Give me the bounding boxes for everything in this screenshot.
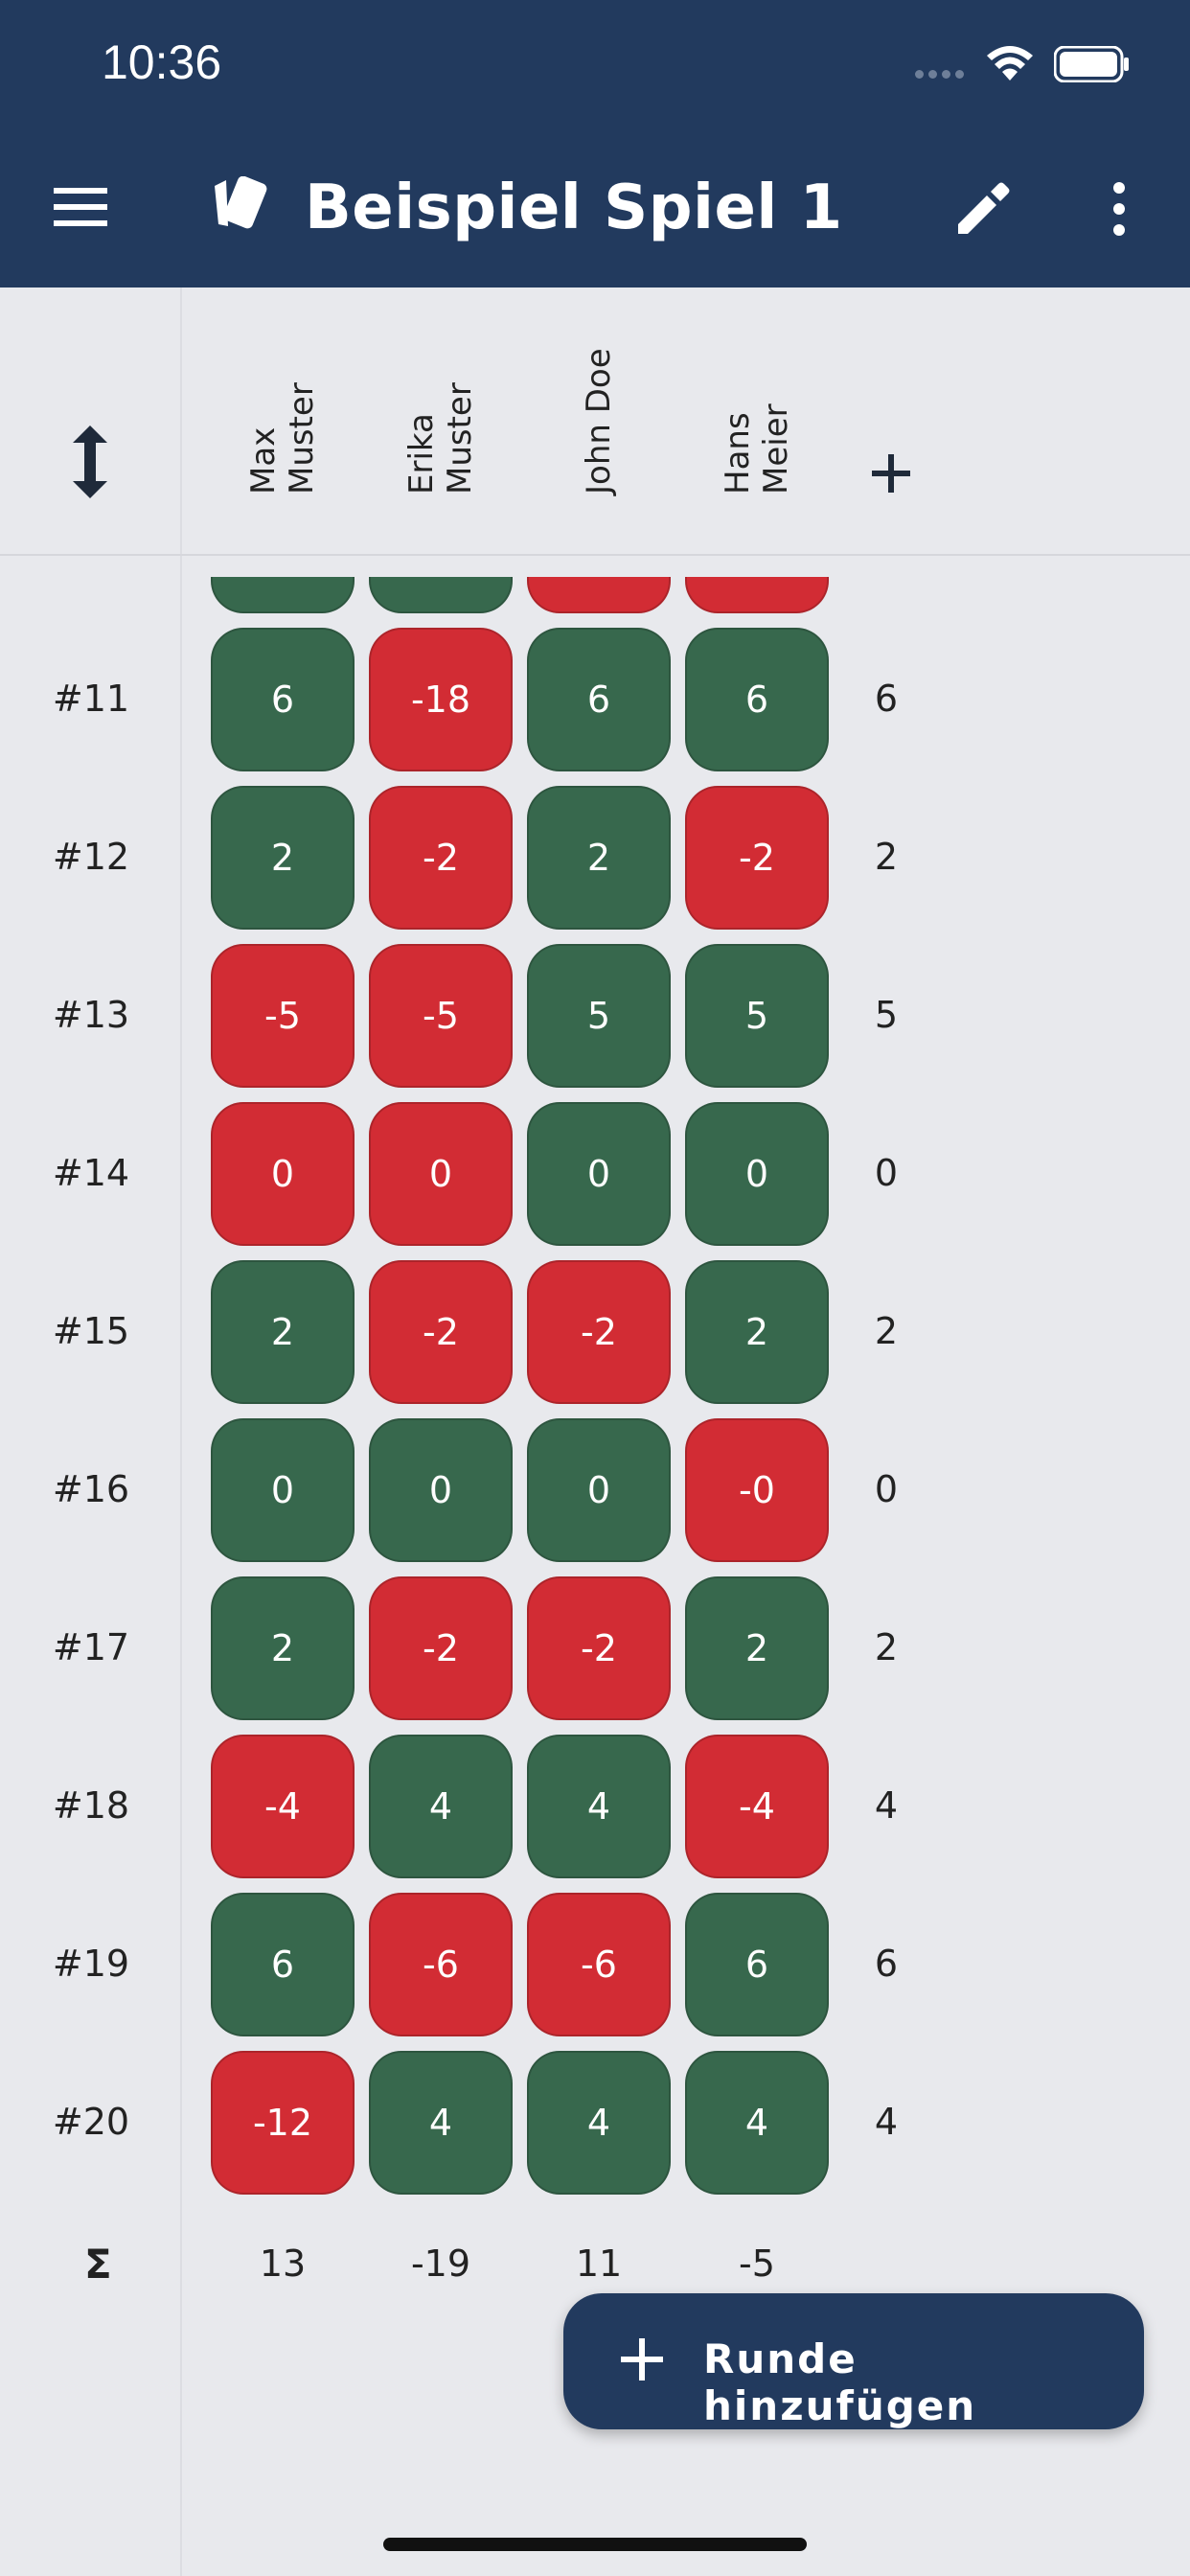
round-cell[interactable]: 6	[211, 628, 355, 771]
round-score: 4	[874, 1784, 899, 1827]
wifi-icon	[987, 46, 1033, 80]
round-label: #14	[52, 1152, 130, 1194]
round-cell[interactable]: 0	[369, 1418, 513, 1562]
round-cell[interactable]: 2	[527, 786, 671, 930]
round-cell[interactable]: -5	[211, 944, 355, 1088]
round-score: 6	[874, 1943, 899, 1985]
add-round-label: Runde hinzufügen	[703, 2335, 977, 2429]
round-label: #15	[52, 1310, 130, 1352]
round-cell[interactable]: 2	[211, 786, 355, 930]
round-cell[interactable]: 0	[211, 1102, 355, 1246]
round-label: #12	[52, 836, 130, 878]
round-label: #17	[52, 1626, 130, 1668]
round-score: 6	[874, 678, 899, 720]
round-score: 5	[874, 994, 899, 1036]
round-cell[interactable]: 4	[369, 1735, 513, 1878]
page-title: Beispiel Spiel 1	[305, 172, 843, 243]
round-cell[interactable]: -5	[369, 944, 513, 1088]
round-cell[interactable]: 4	[527, 2051, 671, 2195]
round-cell[interactable]: -2	[369, 786, 513, 930]
round-label: #18	[52, 1784, 130, 1827]
add-round-button[interactable]: Runde hinzufügen	[563, 2293, 1144, 2429]
round-cell-partial[interactable]	[369, 577, 513, 613]
round-score: 2	[874, 1626, 899, 1668]
round-cell[interactable]: -2	[527, 1260, 671, 1404]
round-label: #19	[52, 1943, 130, 1985]
round-cell[interactable]: 5	[685, 944, 829, 1088]
round-cell[interactable]: -6	[527, 1893, 671, 2036]
round-score: 2	[874, 1310, 899, 1352]
round-cell[interactable]: 6	[685, 1893, 829, 2036]
plus-icon	[621, 2338, 663, 2380]
round-cell[interactable]: 6	[685, 628, 829, 771]
round-cell[interactable]: -6	[369, 1893, 513, 2036]
player-name-line: John Doe	[580, 348, 618, 494]
round-cell[interactable]: 2	[685, 1260, 829, 1404]
cellular-signal-icon	[915, 70, 964, 79]
round-cell[interactable]: 0	[527, 1102, 671, 1246]
total-value: 13	[259, 2242, 307, 2285]
menu-icon[interactable]	[54, 186, 107, 228]
round-cell[interactable]: 4	[527, 1735, 671, 1878]
round-score: 0	[874, 1468, 899, 1510]
player-name-line: Hans	[719, 412, 757, 494]
round-cell[interactable]: -18	[369, 628, 513, 771]
total-value: -19	[410, 2242, 471, 2285]
round-score: 4	[874, 2101, 899, 2143]
round-cell[interactable]: 0	[685, 1102, 829, 1246]
add-player-icon[interactable]	[868, 450, 914, 496]
player-name-line: Muster	[441, 382, 479, 494]
round-label: #20	[52, 2101, 130, 2143]
round-cell[interactable]: 0	[527, 1418, 671, 1562]
home-indicator	[383, 2538, 807, 2551]
sort-icon[interactable]	[65, 422, 115, 502]
totals-label: Σ	[84, 2241, 112, 2288]
player-name-line: Meier	[757, 403, 795, 494]
battery-icon	[1054, 46, 1129, 82]
total-value: -5	[739, 2242, 775, 2285]
player-name-line: Max	[244, 426, 283, 494]
round-cell[interactable]: 4	[685, 2051, 829, 2195]
column-divider	[180, 288, 182, 2576]
round-cell[interactable]: 0	[369, 1102, 513, 1246]
more-options-icon[interactable]	[1111, 180, 1127, 238]
total-value: 11	[575, 2242, 623, 2285]
status-bar: 10:36	[0, 0, 1190, 134]
cards-icon	[215, 176, 267, 229]
app-bar: Beispiel Spiel 1	[0, 134, 1190, 288]
round-cell[interactable]: 6	[211, 1893, 355, 2036]
round-cell[interactable]: -12	[211, 2051, 355, 2195]
round-cell[interactable]: -0	[685, 1418, 829, 1562]
round-cell[interactable]: 2	[211, 1576, 355, 1720]
round-label: #11	[52, 678, 130, 720]
status-time: 10:36	[102, 35, 222, 89]
round-label: #16	[52, 1468, 130, 1510]
round-cell[interactable]: 2	[211, 1260, 355, 1404]
round-cell[interactable]: -2	[369, 1576, 513, 1720]
round-score: 0	[874, 1152, 899, 1194]
round-cell[interactable]: -2	[685, 786, 829, 930]
player-name-line: Erika	[402, 413, 441, 494]
round-cell[interactable]: 5	[527, 944, 671, 1088]
round-cell[interactable]: -2	[369, 1260, 513, 1404]
edit-icon[interactable]	[954, 180, 1012, 238]
round-cell[interactable]: 2	[685, 1576, 829, 1720]
round-score: 2	[874, 836, 899, 878]
round-cell[interactable]: 4	[369, 2051, 513, 2195]
header-divider	[0, 554, 1190, 556]
player-name-line: Muster	[283, 382, 321, 494]
round-cell[interactable]: -4	[685, 1735, 829, 1878]
round-cell[interactable]: -4	[211, 1735, 355, 1878]
round-cell[interactable]: 6	[527, 628, 671, 771]
round-cell[interactable]: 0	[211, 1418, 355, 1562]
round-cell[interactable]: -2	[527, 1576, 671, 1720]
round-label: #13	[52, 994, 130, 1036]
